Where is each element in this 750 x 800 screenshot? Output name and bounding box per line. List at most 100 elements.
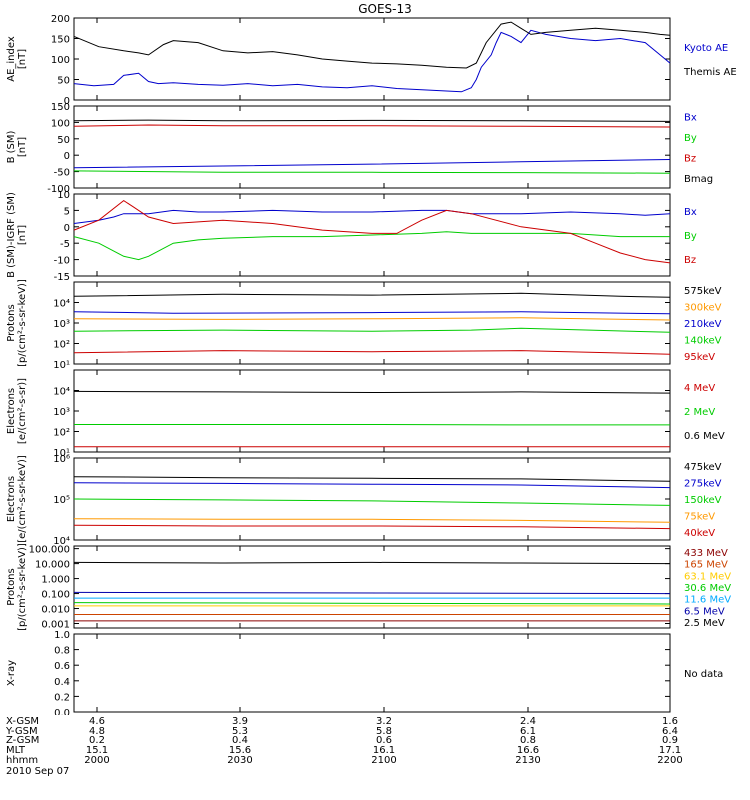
legend-entry: Bmag [684, 174, 713, 185]
series-line-150kev [73, 498, 671, 506]
legend-entry: 433 MeV [684, 548, 728, 559]
legend-entry: 150keV [684, 495, 722, 506]
y-tick-label: 10⁶ [53, 454, 70, 465]
panel-electrons_low: 10⁴ 10⁵ 10⁶ Electrons [e/(cm²-s-sr-keV)] 475k… [6, 454, 722, 547]
y-axis-label: Protons [p/(cm²-s-sr-keV)] [6, 543, 28, 631]
y-tick-label: 10³ [53, 407, 70, 418]
panel-b: -100 -50 0 50 100 150 B (SM) [nT] Bx By Bz Bmag [6, 102, 713, 195]
panel-frame [73, 105, 671, 189]
y-axis-label-line: B (SM)-IGRF (SM) [6, 192, 17, 278]
y-axis-label: Protons [p/(cm²-s-sr-keV)] [6, 279, 28, 367]
y-tick-label: 150 [51, 35, 70, 46]
y-tick-label: 10⁴ [53, 299, 70, 310]
series-line-themis-ae [73, 21, 671, 69]
panel-frame [73, 193, 671, 277]
y-tick-label: 10¹ [53, 448, 70, 459]
y-tick-label: 0 [64, 96, 70, 107]
series-line-by [73, 170, 671, 174]
y-tick-label: 0.010 [41, 605, 70, 616]
ephemeris-value: 0.2 [89, 735, 105, 746]
series-line-210kev [73, 311, 671, 315]
series-line-kyoto-ae [73, 29, 671, 93]
legend-entry: 300keV [684, 303, 722, 314]
y-tick-label: -5 [60, 239, 70, 250]
ephemeris-value: 0.4 [232, 735, 248, 746]
y-tick-label: 10⁵ [53, 495, 70, 506]
y-tick-label: -50 [54, 168, 70, 179]
ephemeris-table: X-GSM 4.6 3.9 3.2 2.4 1.6 Y-GSM 4.8 5.3 … [0, 715, 750, 800]
ephemeris-label: X-GSM [6, 716, 40, 727]
series-line-300kev [73, 317, 671, 321]
y-axis-label: Electrons [e/(cm²-s-sr-keV)] [6, 455, 28, 543]
ephemeris-row-xgsm: X-GSM 4.6 3.9 3.2 2.4 1.6 [0, 717, 750, 727]
y-tick-label: 10.000 [35, 560, 70, 571]
y-tick-label: 200 [51, 14, 70, 25]
legend-entry: Bx [684, 112, 697, 123]
y-tick-label: 0.4 [54, 677, 70, 688]
legend-entry: 40keV [684, 528, 715, 539]
series-line-75kev [73, 518, 671, 523]
y-tick-label: 0.8 [54, 646, 70, 657]
ephemeris-value: 17.1 [658, 745, 682, 756]
ephemeris-value: 4.6 [89, 716, 105, 727]
legend-entry: Bx [684, 207, 697, 218]
legend-entry: 275keV [684, 479, 722, 490]
series-line-bx [73, 209, 671, 224]
y-tick-label: 10¹ [53, 360, 70, 371]
legend-entry: 4 MeV [684, 383, 715, 394]
ephemeris-value: 1.6 [662, 716, 678, 727]
legend-entry: 2.5 MeV [684, 618, 725, 629]
series-line-bx [73, 159, 671, 169]
ephemeris-value: 15.1 [85, 745, 109, 756]
legend-entry: 95keV [684, 352, 715, 363]
ephemeris-label: hhmm [6, 755, 39, 766]
series-line-by [73, 231, 670, 261]
ephemeris-value: 2200 [657, 755, 683, 766]
y-tick-label: 10³ [53, 319, 70, 330]
y-tick-label: 10⁴ [53, 536, 70, 547]
panel-frame [73, 369, 671, 453]
y-tick-label: 0.2 [54, 692, 70, 703]
y-tick-label: -15 [54, 272, 70, 283]
y-axis-label-line: [p/(cm²-s-sr-keV)] [17, 279, 28, 367]
y-axis-label-line: AE_index [6, 36, 17, 82]
y-axis-label: X-ray [6, 660, 17, 686]
ephemeris-value: 5.3 [232, 726, 248, 737]
series-line-575kev [73, 292, 671, 298]
ephemeris-row-ygsm: Y-GSM 4.8 5.3 5.8 6.1 6.4 [0, 727, 750, 737]
y-tick-label: 10 [57, 190, 70, 201]
legend-entry: 210keV [684, 319, 722, 330]
ephemeris-value: 6.1 [520, 726, 536, 737]
y-axis-label-line: Protons [6, 304, 17, 341]
y-tick-label: 1.0 [54, 630, 70, 641]
y-tick-label: 10² [53, 428, 70, 439]
legend-entry: 475keV [684, 462, 722, 473]
series-line-bz [73, 199, 671, 264]
ephemeris-row-zgsm: Z-GSM 0.2 0.4 0.6 0.8 0.9 [0, 736, 750, 746]
series-line-bmag [73, 119, 671, 122]
legend-entry: Themis AE [683, 67, 737, 78]
legend-entry: 6.5 MeV [684, 606, 725, 617]
ephemeris-label: Z-GSM [6, 735, 40, 746]
legend-entry: Kyoto AE [684, 43, 728, 54]
series-line-bz [73, 124, 671, 128]
y-tick-label: 0 [64, 223, 70, 234]
date-label: 2010 Sep 07 [6, 766, 70, 777]
series-line-140kev [73, 327, 671, 333]
y-tick-label: 10⁴ [53, 387, 70, 398]
panel-dbigrf: -15 -10 -5 0 5 10 B (SM)-IGRF (SM) [nT] Bx By Bz [6, 190, 697, 283]
ephemeris-value: 16.6 [516, 745, 540, 756]
legend-entry: 63.1 MeV [684, 571, 731, 582]
y-tick-label: 1.000 [41, 575, 70, 586]
panel-protons_low: 10¹ 10² 10³ 10⁴ Protons [p/(cm²-s-sr-keV)] 575… [6, 279, 722, 371]
series-line-6-5-mev [73, 591, 671, 595]
y-axis-label-line: [e/(cm²-s-sr)] [17, 378, 28, 444]
y-axis-label-line: [nT] [17, 225, 28, 245]
y-tick-label: 100 [51, 55, 70, 66]
ephemeris-value: 0.9 [662, 735, 678, 746]
series-line-40kev [73, 524, 671, 530]
legend-entry: By [684, 133, 697, 144]
y-tick-label: 0.0 [54, 708, 70, 715]
y-axis-label: B (SM)-IGRF (SM) [nT] [6, 192, 28, 278]
